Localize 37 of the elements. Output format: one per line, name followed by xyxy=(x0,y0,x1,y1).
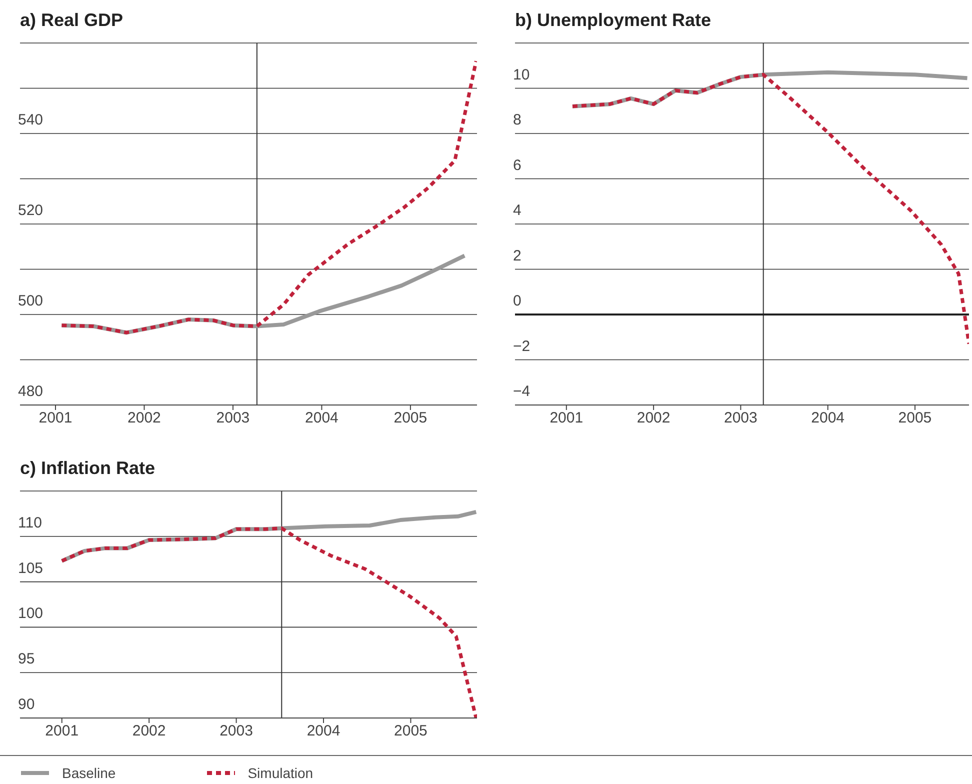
y-tick-label: 520 xyxy=(18,202,44,219)
x-tick-label: 2003 xyxy=(220,722,253,740)
x-tick-label: 2004 xyxy=(306,722,340,740)
chart-title: a) Real GDP xyxy=(20,10,124,31)
y-tick-label: 90 xyxy=(18,696,35,713)
x-tick-label: 2004 xyxy=(811,410,845,427)
x-tick-label: 2005 xyxy=(394,722,428,740)
y-tick-label: 2 xyxy=(513,247,522,264)
x-tick-label: 2002 xyxy=(636,410,670,427)
legend-label: Simulation xyxy=(248,765,314,781)
y-tick-label: 10 xyxy=(513,66,530,84)
x-tick-label: 2002 xyxy=(128,410,161,427)
x-tick-label: 2002 xyxy=(132,722,166,740)
x-tick-label: 2001 xyxy=(45,722,79,740)
y-tick-label: 95 xyxy=(18,650,35,668)
y-tick-label: 6 xyxy=(513,156,522,174)
x-tick-label: 2003 xyxy=(216,410,250,427)
chart-title: c) Inflation Rate xyxy=(20,458,156,479)
y-tick-label: 105 xyxy=(18,560,44,577)
x-tick-label: 2001 xyxy=(550,410,584,427)
y-tick-label: 0 xyxy=(513,292,522,310)
y-tick-label: 480 xyxy=(18,383,44,400)
y-tick-label: 8 xyxy=(513,112,522,128)
chart-title: b) Unemployment Rate xyxy=(515,10,712,31)
y-tick-label: 110 xyxy=(18,514,42,532)
x-tick-label: 2004 xyxy=(305,410,338,427)
x-tick-label: 2003 xyxy=(724,410,758,427)
y-tick-label: 100 xyxy=(18,605,44,622)
x-tick-label: 2005 xyxy=(898,410,932,427)
x-tick-label: 2005 xyxy=(394,410,428,427)
y-tick-label: −4 xyxy=(513,383,530,400)
x-tick-label: 2001 xyxy=(38,410,72,427)
y-tick-label: −2 xyxy=(513,338,530,355)
y-tick-label: 540 xyxy=(18,112,44,128)
y-tick-label: 500 xyxy=(18,292,44,310)
legend-label: Baseline xyxy=(62,765,116,781)
y-tick-label: 4 xyxy=(513,202,522,219)
